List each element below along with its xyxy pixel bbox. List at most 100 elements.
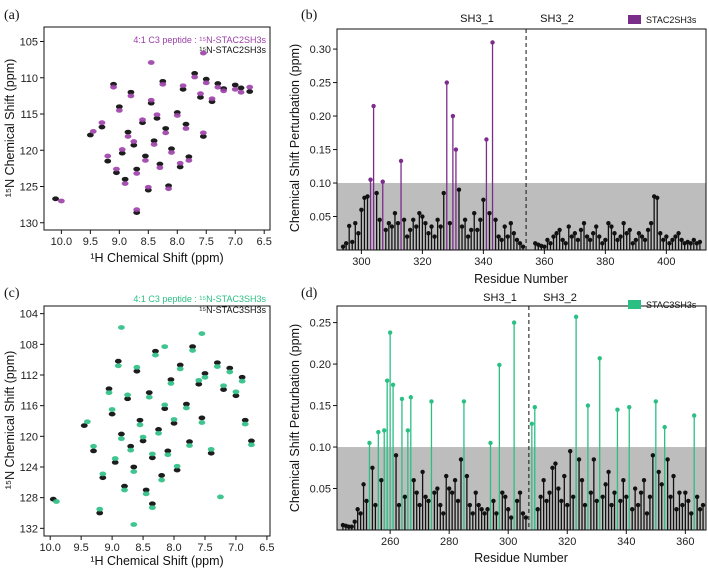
bar-head-b-res-408 xyxy=(688,241,693,246)
bar-head-d-res-297 xyxy=(497,362,502,368)
x-tick-label-b-3: 360 xyxy=(535,256,553,268)
bar-head-d-res-290 xyxy=(476,502,481,508)
peak-c-s1-48 xyxy=(217,494,224,500)
peak-c-s0-9 xyxy=(121,483,128,489)
y-tick-label-c-5: 124 xyxy=(20,462,38,474)
bar-head-d-res-264 xyxy=(399,396,405,402)
peak-c-s0-2 xyxy=(90,448,97,454)
x-tick-label-d-1: 280 xyxy=(440,536,458,548)
y-tick-label-d-2: 0.15 xyxy=(310,401,331,413)
peak-a-s1-39 xyxy=(153,112,161,118)
peak-a-s0-8 xyxy=(124,129,132,135)
bar-head-b-res-303 xyxy=(368,177,373,182)
peak-c-s1-39 xyxy=(238,378,246,384)
bar-head-d-res-288 xyxy=(470,511,475,516)
bar-head-d-res-306 xyxy=(523,515,529,520)
peak-c-s0-21 xyxy=(158,473,166,478)
peak-c-s0-23 xyxy=(164,448,172,454)
peak-c-s1-4 xyxy=(105,390,113,396)
panel-d-bars xyxy=(340,314,706,530)
bar-head-b-res-326 xyxy=(438,224,443,229)
peak-a-s1-24 xyxy=(179,83,187,89)
peak-c-s1-44 xyxy=(117,325,125,330)
bar-head-d-res-339 xyxy=(621,478,626,483)
panel-d-region-sh3-1: SH3_1 xyxy=(483,292,517,304)
panel-d-plot-frame xyxy=(336,305,707,531)
bar-head-b-res-386 xyxy=(621,221,626,226)
peak-c-s0-15 xyxy=(139,438,147,444)
y-tick-label-d-4: 0.25 xyxy=(310,318,331,330)
bar-head-b-res-302 xyxy=(365,194,370,199)
peak-c-s1-16 xyxy=(142,491,150,497)
peak-c-s0-33 xyxy=(201,371,209,376)
peak-c-s1-12 xyxy=(130,469,138,474)
y-tick-label-c-4: 120 xyxy=(20,431,38,443)
x-tick-label-a-3: 8.5 xyxy=(141,236,156,248)
bar-head-b-res-394 xyxy=(645,227,651,233)
bar-head-d-res-311 xyxy=(538,494,543,500)
bar-head-b-res-393 xyxy=(642,237,648,243)
peak-a-s1-14 xyxy=(144,184,152,190)
bar-head-b-res-371 xyxy=(575,237,581,243)
bar-head-b-res-383 xyxy=(612,231,617,236)
peak-c-s1-35 xyxy=(213,364,221,369)
x-tick-label-b-2: 340 xyxy=(474,256,492,268)
peak-a-s1-34 xyxy=(231,86,239,92)
peak-c-s1-22 xyxy=(161,402,169,408)
bar-head-b-res-314 xyxy=(401,217,407,223)
peak-a-s1-18 xyxy=(159,81,167,87)
bar-head-b-res-368 xyxy=(566,224,571,229)
peak-a-s0-30 xyxy=(202,76,210,82)
bar-head-d-res-341 xyxy=(627,405,632,410)
bar-head-b-res-364 xyxy=(554,231,559,236)
bar-head-d-res-365 xyxy=(697,507,703,512)
panel-c-y-ticks: 104 108 112 116 120 124 128 132 xyxy=(20,309,44,535)
bar-head-b-res-370 xyxy=(572,231,578,236)
peak-c-s1-32 xyxy=(198,420,206,425)
peak-a-s1-37 xyxy=(133,207,141,213)
bar-head-d-res-328 xyxy=(588,490,594,495)
bar-head-d-res-321 xyxy=(568,448,573,454)
peak-a-s1-36 xyxy=(246,84,254,90)
bar-head-b-res-399 xyxy=(661,237,666,243)
peak-c-s1-26 xyxy=(173,463,181,469)
x-tick-label-a-1: 9.5 xyxy=(83,236,98,248)
bar-head-d-res-266 xyxy=(405,428,411,433)
panel-a: (a) 10.0 9.5 9.0 8.5 8.0 7.5 7.0 6.5 1051101151… xyxy=(3,8,272,265)
bar-head-d-res-300 xyxy=(506,507,511,512)
bar-head-b-res-377 xyxy=(594,224,599,229)
panel-d-y-ticks: 0.05 0.10 0.15 0.20 0.25 xyxy=(310,318,337,496)
peak-c-s0-41 xyxy=(248,438,255,444)
bar-head-b-res-318 xyxy=(414,224,419,229)
bar-head-d-res-296 xyxy=(494,511,499,516)
bar-head-d-res-303 xyxy=(514,498,520,504)
bar-head-d-res-287 xyxy=(467,502,473,508)
y-tick-label-c-7: 132 xyxy=(20,523,38,535)
peak-c-s1-8 xyxy=(117,436,125,442)
panel-b-legend-swatch xyxy=(628,15,641,24)
bar-head-d-res-268 xyxy=(411,478,416,483)
y-tick-label-a-4: 125 xyxy=(20,182,38,194)
bar-head-d-res-270 xyxy=(417,502,422,508)
peak-a-s1-22 xyxy=(173,113,181,118)
bar-head-d-res-334 xyxy=(606,469,611,475)
bar-head-b-res-390 xyxy=(633,237,639,243)
bar-head-d-res-322 xyxy=(570,494,576,500)
panel-c: (c) 10.0 9.5 9.0 8.5 8.0 7.5 7.0 6.5 1041081121… xyxy=(3,286,275,568)
peak-c-s0-13 xyxy=(133,368,141,374)
peak-a-s0-9 xyxy=(127,89,135,95)
bar-head-d-res-310 xyxy=(535,507,540,512)
x-tick-label-b-5: 400 xyxy=(657,256,675,268)
bar-head-d-res-285 xyxy=(461,399,467,404)
bar-head-d-res-357 xyxy=(674,507,679,512)
bar-head-b-res-312 xyxy=(395,221,401,226)
peak-c-s1-10 xyxy=(124,392,131,398)
peak-c-s0-37 xyxy=(226,365,234,371)
bar-head-b-res-387 xyxy=(624,231,629,236)
bar-head-d-res-350 xyxy=(653,399,659,404)
x-tick-label-d-2: 300 xyxy=(499,536,517,548)
bar-head-d-res-312 xyxy=(541,478,546,483)
peak-a-s1-12 xyxy=(139,117,146,123)
y-tick-label-a-5: 130 xyxy=(20,218,38,230)
peak-a-s1-6 xyxy=(118,147,126,152)
